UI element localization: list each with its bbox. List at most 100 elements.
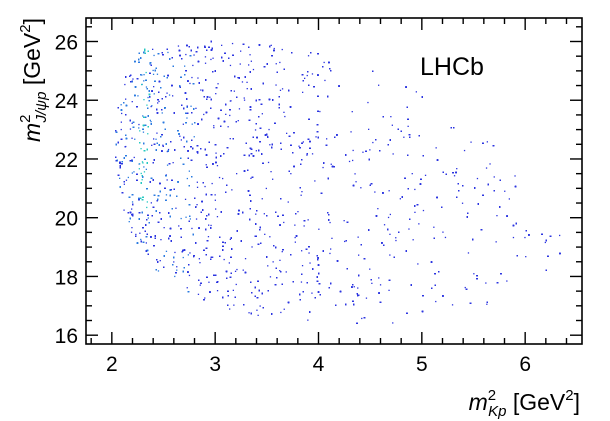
data-point	[150, 121, 152, 123]
data-point	[146, 104, 148, 106]
data-point	[191, 123, 193, 125]
data-point	[300, 281, 303, 283]
data-point	[495, 241, 497, 243]
data-point	[186, 287, 188, 289]
data-point	[283, 221, 285, 224]
data-point	[407, 125, 409, 127]
data-point	[145, 242, 147, 244]
data-point	[168, 94, 171, 96]
data-point	[187, 254, 189, 256]
data-point	[166, 150, 168, 153]
data-point	[131, 137, 133, 139]
data-point	[120, 121, 122, 123]
data-point	[306, 74, 308, 77]
data-point	[235, 283, 237, 286]
data-point	[133, 171, 135, 173]
data-point	[485, 167, 488, 169]
data-point	[223, 258, 225, 261]
data-point	[324, 79, 326, 82]
data-point	[142, 131, 145, 133]
data-point	[213, 125, 215, 127]
data-point	[351, 111, 353, 113]
data-point	[343, 220, 345, 222]
data-point	[229, 308, 231, 310]
data-point	[151, 144, 153, 146]
data-point	[165, 194, 168, 196]
data-point	[307, 219, 309, 221]
data-point	[128, 221, 130, 223]
data-point	[275, 84, 277, 86]
data-point	[232, 289, 234, 291]
data-point	[155, 138, 157, 140]
data-point	[304, 77, 306, 79]
data-point	[182, 256, 184, 259]
data-point	[267, 265, 269, 267]
data-point	[506, 280, 508, 282]
data-point	[372, 141, 374, 144]
data-point	[211, 182, 213, 185]
data-point	[225, 113, 227, 115]
data-point	[196, 186, 199, 188]
data-point	[281, 48, 283, 51]
data-point	[275, 63, 277, 65]
data-point	[143, 171, 146, 173]
data-point	[127, 176, 129, 179]
data-point	[387, 216, 390, 219]
data-point	[473, 273, 475, 275]
data-point	[162, 144, 164, 146]
data-point	[414, 188, 416, 191]
data-point	[297, 211, 299, 213]
data-point	[357, 236, 359, 238]
data-point	[139, 232, 141, 234]
data-point	[298, 145, 300, 147]
data-point	[145, 71, 147, 74]
data-point	[403, 136, 405, 138]
data-point	[255, 150, 257, 152]
data-point	[303, 225, 305, 227]
data-point	[231, 42, 234, 45]
data-point	[301, 250, 303, 252]
data-point	[121, 112, 123, 115]
data-point	[302, 141, 304, 143]
data-point	[269, 276, 272, 278]
data-point	[131, 172, 133, 174]
data-point	[444, 236, 447, 239]
data-point	[264, 233, 266, 235]
data-point	[229, 114, 231, 117]
data-point	[229, 138, 231, 140]
data-point	[470, 141, 472, 143]
data-point	[217, 83, 219, 85]
data-point	[390, 116, 392, 118]
data-point	[357, 287, 359, 289]
data-point	[152, 69, 154, 72]
data-point	[435, 300, 437, 303]
data-point	[315, 136, 317, 138]
data-point	[131, 208, 133, 210]
data-point	[279, 61, 281, 64]
data-point	[150, 202, 152, 204]
data-point	[286, 132, 288, 134]
data-point	[294, 236, 296, 239]
data-point	[238, 108, 241, 110]
data-point	[200, 89, 202, 91]
data-point	[463, 149, 466, 152]
data-point	[145, 86, 148, 88]
data-point	[377, 208, 379, 210]
data-point	[389, 233, 391, 235]
data-point	[195, 107, 197, 109]
data-point	[442, 231, 444, 233]
data-point	[160, 239, 162, 241]
data-point	[131, 227, 133, 229]
data-point	[272, 178, 274, 180]
data-point	[261, 198, 263, 200]
data-point	[418, 223, 420, 225]
data-point	[281, 88, 284, 90]
data-point	[166, 164, 169, 166]
data-point	[270, 44, 272, 46]
data-point	[306, 154, 308, 156]
data-point	[378, 84, 380, 86]
data-point	[281, 251, 283, 253]
data-point	[311, 73, 314, 75]
data-point	[141, 161, 144, 163]
data-point	[130, 231, 133, 233]
